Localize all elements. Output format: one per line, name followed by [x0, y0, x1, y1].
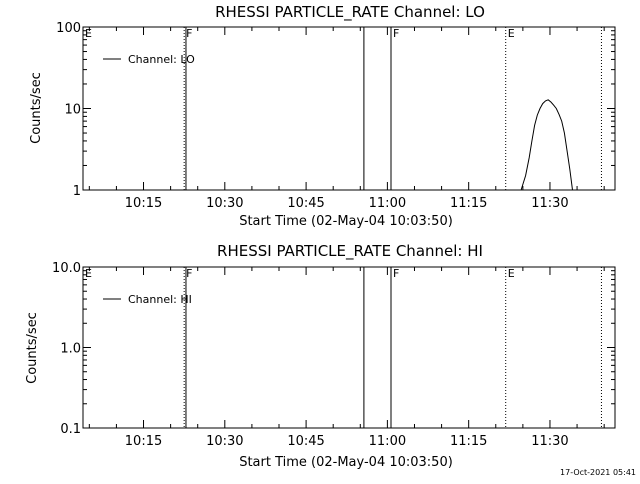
event-marker-label: F	[186, 27, 192, 40]
x-tick-label: 10:30	[206, 434, 243, 449]
footer-timestamp: 17-Oct-2021 05:41	[560, 468, 636, 477]
plot-frame	[82, 266, 616, 429]
y-tick-label: 1	[73, 184, 81, 199]
panel-lo-channel: RHESSI PARTICLE_RATE Channel: LO Counts/…	[29, 3, 616, 229]
panel-hi-x-axis-label: Start Time (02-May-04 10:03:50)	[239, 455, 453, 470]
plot-frame	[82, 26, 616, 191]
x-tick-label: 10:45	[287, 196, 324, 211]
y-tick-label: 0.1	[60, 422, 81, 437]
event-marker-label: F	[186, 267, 192, 280]
x-tick-label: 10:45	[287, 434, 324, 449]
panel-lo-x-axis-label: Start Time (02-May-04 10:03:50)	[239, 214, 453, 229]
x-tick-label: 10:30	[206, 196, 243, 211]
panel-hi-y-axis-label: Counts/sec	[25, 312, 40, 384]
panel-hi-title: RHESSI PARTICLE_RATE Channel: HI	[217, 242, 483, 261]
x-tick-label: 11:15	[450, 196, 487, 211]
x-tick-label: 11:30	[531, 196, 568, 211]
panel-lo-title: RHESSI PARTICLE_RATE Channel: LO	[215, 3, 485, 22]
event-marker-label: E	[508, 267, 515, 280]
panel-lo-y-axis-label: Counts/sec	[29, 72, 44, 144]
event-marker-label: E	[85, 27, 92, 40]
y-tick-label: 10	[64, 103, 81, 118]
x-tick-label: 11:00	[369, 434, 406, 449]
x-tick-label: 11:00	[369, 196, 406, 211]
panel-hi-channel: RHESSI PARTICLE_RATE Channel: HI Counts/…	[25, 242, 616, 470]
event-marker-label: F	[393, 267, 399, 280]
legend-label: Channel: HI	[128, 293, 192, 306]
event-marker-label: F	[393, 27, 399, 40]
x-tick-label: 11:15	[450, 434, 487, 449]
y-tick-label: 1.0	[60, 342, 81, 357]
x-tick-label: 10:15	[125, 196, 162, 211]
series-line	[520, 99, 573, 191]
event-marker-label: E	[85, 267, 92, 280]
legend-label: Channel: LO	[128, 53, 195, 66]
x-tick-label: 10:15	[125, 434, 162, 449]
y-tick-label: 10.0	[52, 261, 81, 276]
event-marker-label: E	[508, 27, 515, 40]
y-tick-label: 100	[56, 21, 81, 36]
x-tick-label: 11:30	[531, 434, 568, 449]
